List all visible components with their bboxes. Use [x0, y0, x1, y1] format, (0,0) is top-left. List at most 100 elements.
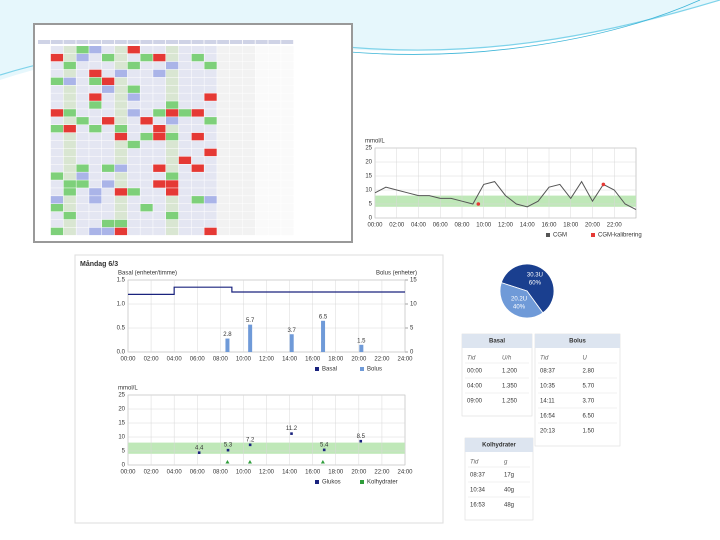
header-cell [242, 40, 255, 44]
cell [102, 156, 115, 164]
cell [114, 77, 128, 85]
cell [50, 140, 64, 149]
y-tick-label: 5 [369, 202, 373, 208]
cell [191, 188, 204, 196]
cell [204, 53, 217, 62]
cell [268, 188, 281, 196]
cell [217, 219, 230, 228]
cell [268, 219, 281, 228]
cell [230, 227, 243, 236]
point-label: 5.3 [224, 443, 233, 449]
cell [255, 101, 268, 109]
glucose-point [359, 439, 363, 443]
cell [102, 53, 115, 62]
cell [50, 109, 64, 117]
x-tick-label: 00:00 [120, 470, 136, 476]
table-cell: 16:53 [470, 503, 486, 509]
cell [166, 93, 179, 101]
cell [191, 172, 204, 180]
cell [204, 156, 217, 164]
cell [217, 125, 230, 133]
table-cell: 1.250 [502, 399, 518, 405]
cell [127, 77, 140, 85]
cell [255, 46, 268, 54]
cell [217, 211, 230, 220]
cell [217, 93, 230, 101]
cell [63, 132, 76, 141]
cell [153, 156, 166, 164]
cell [140, 117, 153, 125]
cell [153, 109, 166, 117]
cell [140, 164, 153, 172]
cell [204, 109, 217, 117]
cell [50, 46, 64, 54]
cell [178, 219, 192, 228]
cell [63, 53, 76, 62]
cell [50, 172, 64, 180]
glucose-point [322, 448, 326, 452]
cell [153, 196, 166, 204]
table-title: Bolus [569, 339, 586, 345]
point-label: 8.5 [357, 434, 366, 440]
header-cell [127, 40, 140, 44]
cell [178, 211, 192, 220]
cell [178, 77, 192, 85]
cell [191, 204, 204, 212]
cell [127, 117, 140, 125]
cell [242, 172, 256, 180]
glucose-point [197, 451, 201, 454]
cell [140, 53, 153, 62]
cell [127, 69, 140, 78]
x-tick-label: 22:00 [374, 470, 390, 476]
cell [242, 211, 256, 220]
header-cell [281, 40, 294, 44]
cell [38, 140, 51, 149]
cell [38, 148, 51, 157]
cell [63, 93, 76, 101]
cell [153, 132, 166, 141]
cell [242, 117, 256, 125]
cell [268, 61, 281, 70]
cell [178, 93, 192, 101]
cell [191, 117, 204, 125]
cell [76, 180, 89, 188]
cell [178, 172, 192, 180]
cell [102, 93, 115, 101]
header-cell [38, 40, 50, 44]
table-cell: 1.200 [502, 369, 518, 375]
legend-swatch [315, 480, 319, 484]
cell [204, 172, 217, 180]
x-tick-label: 14:00 [282, 470, 298, 476]
cell [50, 188, 64, 196]
cell [102, 85, 115, 93]
cell [166, 156, 179, 164]
cell [38, 93, 51, 101]
cell [268, 156, 281, 164]
cell [191, 93, 204, 101]
cell [242, 188, 256, 196]
cell [114, 109, 128, 117]
cell [76, 132, 89, 141]
cell [38, 53, 51, 62]
header-cell [166, 40, 178, 44]
cell [114, 227, 128, 236]
table-box [534, 333, 621, 447]
cell [255, 117, 268, 125]
cell [140, 227, 153, 236]
cell [153, 85, 166, 93]
cell [178, 156, 192, 164]
cell [50, 227, 64, 236]
x-tick-label: 22:00 [607, 223, 623, 229]
cell [255, 77, 268, 85]
cell [268, 164, 281, 172]
decor-swoosh [0, 0, 720, 80]
y2-tick-label: 15 [410, 278, 417, 284]
cell [242, 227, 256, 236]
cell [217, 69, 230, 78]
bolus-bar [225, 338, 230, 352]
legend-label: Glukos [322, 480, 341, 486]
cell [268, 227, 281, 236]
cell [140, 77, 153, 85]
cell [50, 132, 64, 141]
x-tick-label: 06:00 [190, 470, 206, 476]
